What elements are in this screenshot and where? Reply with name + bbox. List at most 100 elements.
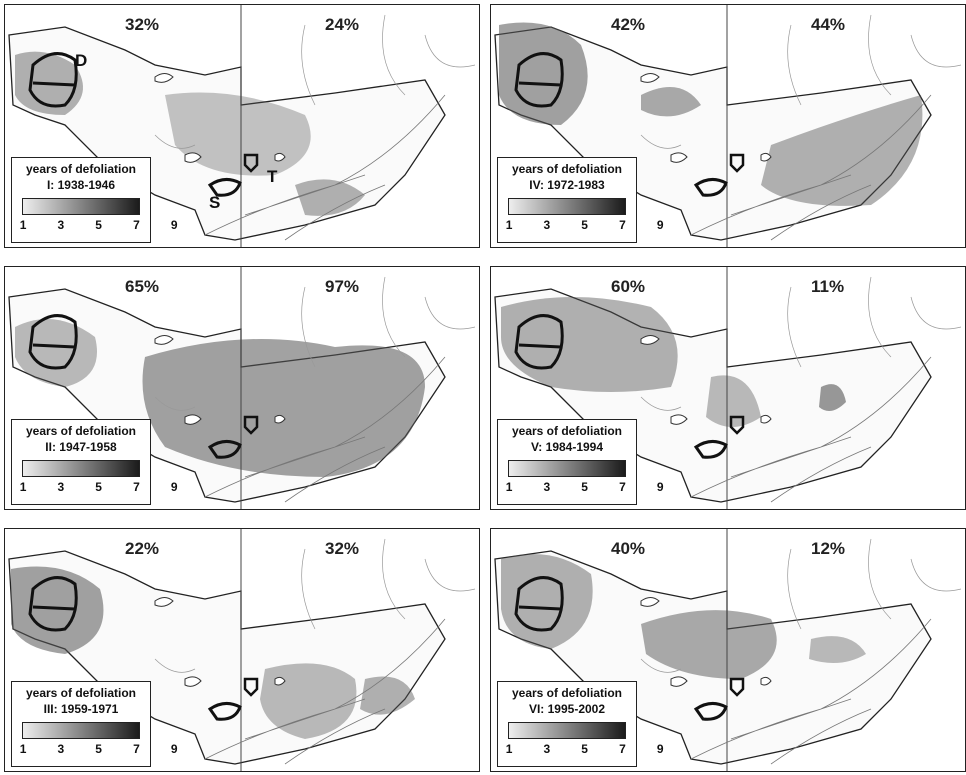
map-panel: 60% 11% years of defoliation V: 1984-199… [490, 266, 966, 510]
legend-tick-label: 1 [19, 480, 27, 494]
legend-tick-label: 9 [170, 218, 178, 232]
legend-box: years of defoliation III: 1959-1971 1 3 5 7… [11, 681, 178, 767]
road-network [204, 94, 446, 241]
road-network [690, 618, 932, 765]
legend-tick-label: 9 [656, 218, 664, 232]
lake [760, 676, 772, 686]
percent-east: 12% [811, 539, 846, 558]
percent-west: 60% [611, 277, 646, 296]
legend-box: years of defoliation I: 1938-1946 1 3 5 7 9 [11, 157, 178, 243]
legend-gradient-bar [508, 460, 626, 477]
lake [640, 597, 660, 607]
map-canvas [494, 529, 962, 771]
percent-east: 44% [811, 15, 846, 34]
legend-period: I: 1938-1946 [46, 178, 116, 192]
legend-tick-label: 9 [656, 480, 664, 494]
percent-west: 42% [611, 15, 646, 34]
defoliation-area [641, 610, 777, 679]
map-panel: 42% 44% years of defoliation IV: 1972-19… [490, 4, 966, 248]
legend-period: VI: 1995-2002 [528, 702, 606, 716]
legend-title: years of defoliation [25, 162, 137, 176]
legend-tick-label: 3 [57, 480, 65, 494]
legend-tick-label: 9 [656, 742, 664, 756]
lake [154, 73, 174, 83]
lake [760, 414, 772, 424]
legend-tick-label: 3 [543, 742, 551, 756]
percent-west: 22% [125, 539, 160, 558]
legend-period: V: 1984-1994 [530, 440, 604, 454]
lake [274, 414, 286, 424]
legend-tick-label: 5 [95, 218, 102, 232]
study-zone-west [28, 314, 78, 370]
map-panel: 40% 12% years of defoliation VI: 1995-20… [490, 528, 966, 772]
legend-ticks: 1 3 5 7 9 [504, 742, 664, 758]
road-network [204, 618, 446, 765]
map-panel: 22% 32% years of defoliation III: 1959-1… [4, 528, 480, 772]
lake [670, 152, 688, 163]
road-network [690, 356, 932, 503]
lake [184, 676, 202, 687]
legend-tick-label: 7 [619, 742, 626, 756]
lake [640, 335, 660, 345]
legend-ticks: 1 3 5 7 9 [18, 742, 178, 758]
legend-tick-label: 1 [19, 742, 27, 756]
legend-tick-label: 3 [543, 218, 551, 232]
legend-tick-label: 7 [133, 218, 140, 232]
legend-tick-label: 3 [57, 218, 65, 232]
study-zone-south [207, 178, 242, 197]
legend-ticks: 1 3 5 7 9 [504, 218, 664, 234]
legend-box: years of defoliation V: 1984-1994 1 3 5 7 9 [497, 419, 664, 505]
river-lines [154, 276, 476, 411]
region-boundary [8, 26, 446, 241]
lake [670, 414, 688, 425]
region-boundary [8, 550, 446, 765]
study-zone-west [28, 52, 78, 108]
percent-east: 11% [811, 277, 845, 296]
lake [154, 335, 174, 345]
defoliation-area [706, 375, 761, 427]
legend-gradient-bar [22, 198, 140, 215]
legend-tick-label: 1 [505, 218, 513, 232]
legend-tick-label: 3 [57, 742, 65, 756]
lake [274, 152, 286, 162]
legend-tick-label: 7 [133, 742, 140, 756]
defoliation-area [641, 87, 701, 117]
legend-tick-label: 1 [19, 218, 27, 232]
legend-gradient-bar [22, 460, 140, 477]
defoliation-area [165, 92, 311, 176]
percent-west: 65% [125, 277, 160, 296]
river-lines [640, 14, 962, 149]
site-label: T [267, 167, 278, 186]
map-panel: 65% 97% years of defoliation II: 1947-19… [4, 266, 480, 510]
legend-ticks: 1 3 5 7 9 [504, 480, 664, 496]
defoliation-area [142, 339, 425, 477]
legend-period: III: 1959-1971 [43, 702, 119, 716]
study-zone-south [207, 440, 242, 459]
region-boundary [494, 26, 932, 241]
legend-tick-label: 5 [95, 480, 102, 494]
legend-box: years of defoliation II: 1947-1958 1 3 5 7 9 [11, 419, 178, 505]
legend-tick-label: 5 [581, 218, 588, 232]
legend-tick-label: 1 [505, 480, 513, 494]
study-zone-south [693, 440, 728, 459]
study-zone-south [693, 178, 728, 197]
legend-period: II: 1947-1958 [45, 440, 117, 454]
map-canvas [8, 529, 476, 771]
legend-title: years of defoliation [511, 424, 623, 438]
map-canvas [8, 5, 476, 247]
study-zone-east [243, 415, 259, 435]
legend-tick-label: 3 [543, 480, 551, 494]
map-canvas [494, 5, 962, 247]
legend-tick-label: 7 [619, 218, 626, 232]
road-network [204, 356, 446, 503]
percent-east: 24% [325, 15, 360, 34]
lake [760, 152, 772, 162]
percent-east: 32% [325, 539, 360, 558]
legend-title: years of defoliation [511, 162, 623, 176]
legend-ticks: 1 3 5 7 9 [18, 480, 178, 496]
river-lines [640, 538, 962, 673]
study-zone-east [243, 677, 259, 697]
legend-tick-label: 5 [581, 742, 588, 756]
percent-west: 40% [611, 539, 646, 558]
river-lines [640, 276, 962, 411]
